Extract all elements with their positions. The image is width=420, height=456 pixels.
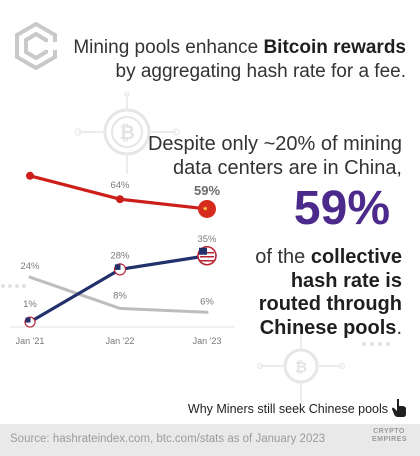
source-text: Source: hashrateindex.com, btc.com/stats…: [10, 433, 326, 445]
x-tick-label: Jan '23: [193, 336, 222, 346]
data-label-usa: 28%: [110, 250, 130, 261]
callout-tail: of the collective hash rate is routed th…: [180, 246, 402, 340]
crypto-empires-logo-icon: [15, 22, 58, 70]
data-label-other: 24%: [20, 261, 40, 272]
data-label-other: 8%: [113, 290, 127, 301]
svg-text:₿: ₿: [119, 122, 134, 144]
brand-line-1: CRYPTO: [373, 428, 405, 435]
footer: Source: hashrateindex.com, btc.com/stats…: [0, 424, 420, 456]
china-flag-star: [202, 205, 208, 211]
callout-lead-line-2: data centers are in China,: [172, 157, 402, 179]
data-label-usa: 35%: [197, 234, 217, 245]
callout-period: .: [396, 316, 402, 339]
headline-text-1: Mining pools enhance: [73, 37, 264, 58]
usa-flag-canton: [199, 247, 207, 255]
data-label-china: 64%: [110, 180, 130, 191]
why-miners-link[interactable]: Why Miners still seek Chinese pools: [187, 402, 388, 416]
brand-logo: CRYPTO EMPIRES: [372, 428, 408, 444]
headline: Mining pools enhance Bitcoin rewards by …: [66, 36, 406, 84]
brand-line-2: EMPIRES: [372, 436, 408, 443]
callout-collective: collective: [310, 246, 402, 268]
dots-decoration-icon: [1, 284, 26, 288]
callout-tail-text: of the: [255, 246, 311, 268]
x-tick-label: Jan '21: [16, 336, 45, 346]
bitcoin-circuit-decoration-icon: ₿: [74, 92, 180, 174]
headline-text-2: by aggregating hash rate for a fee.: [115, 61, 406, 82]
x-tick-label: Jan '22: [106, 336, 135, 346]
header: Mining pools enhance Bitcoin rewards by …: [0, 0, 420, 100]
big-percentage: 59%: [293, 182, 390, 235]
pointing-hand-icon: [392, 399, 406, 417]
usa-flag-canton: [25, 317, 31, 323]
callout-lead: Despite only ~20% of mining data centers…: [130, 132, 402, 180]
china-flag-icon: [198, 199, 216, 218]
series-line-other: [28, 275, 209, 314]
dots-decoration-2-icon: [362, 342, 390, 346]
callout-routed: routed through: [258, 293, 402, 315]
callout-hash-rate: hash rate is: [290, 269, 402, 292]
data-point-china: [26, 171, 34, 180]
callout-chinese-pools: Chinese pools: [259, 316, 397, 339]
data-label-china: 59%: [194, 183, 220, 198]
headline-bitcoin-rewards: Bitcoin rewards: [263, 37, 406, 58]
data-label-other: 6%: [200, 296, 214, 307]
svg-text:₿: ₿: [295, 358, 307, 376]
data-label-usa: 1%: [23, 299, 37, 310]
callout-lead-line-1: Despite only ~20% of mining: [147, 133, 402, 155]
bitcoin-circuit-decoration-2-icon: ₿: [256, 332, 346, 402]
data-point-china: [116, 195, 124, 204]
usa-flag-canton: [115, 264, 121, 270]
